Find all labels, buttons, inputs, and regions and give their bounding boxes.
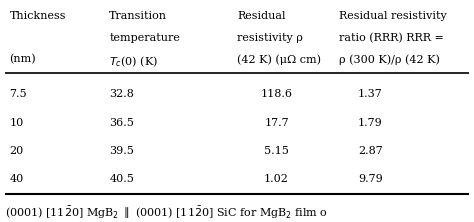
- Text: ratio (RRR) RRR =: ratio (RRR) RRR =: [339, 33, 444, 43]
- Text: 9.79: 9.79: [358, 174, 383, 184]
- Text: temperature: temperature: [109, 33, 180, 43]
- Text: 1.02: 1.02: [264, 174, 289, 184]
- Text: 7.5: 7.5: [9, 89, 27, 99]
- Text: 40.5: 40.5: [109, 174, 134, 184]
- Text: 5.15: 5.15: [264, 146, 289, 156]
- Text: 32.8: 32.8: [109, 89, 134, 99]
- Text: Residual resistivity: Residual resistivity: [339, 11, 447, 21]
- Text: 1.37: 1.37: [358, 89, 383, 99]
- Text: $T_c$(0) (K): $T_c$(0) (K): [109, 54, 158, 69]
- Text: Residual: Residual: [237, 11, 285, 21]
- Text: resistivity ρ: resistivity ρ: [237, 33, 303, 43]
- Text: (0001) [11$\bar{2}$0] MgB$_2$ $\parallel$ (0001) [11$\bar{2}$0] SiC for MgB$_2$ : (0001) [11$\bar{2}$0] MgB$_2$ $\parallel…: [5, 204, 328, 221]
- Text: 39.5: 39.5: [109, 146, 134, 156]
- Text: 10: 10: [9, 117, 24, 127]
- Text: Transition: Transition: [109, 11, 167, 21]
- Text: (nm): (nm): [9, 54, 36, 65]
- Text: 1.79: 1.79: [358, 117, 383, 127]
- Text: 40: 40: [9, 174, 24, 184]
- Text: (42 K) (μΩ cm): (42 K) (μΩ cm): [237, 54, 321, 65]
- Text: 36.5: 36.5: [109, 117, 134, 127]
- Text: 20: 20: [9, 146, 24, 156]
- Text: 118.6: 118.6: [261, 89, 292, 99]
- Text: Thickness: Thickness: [9, 11, 66, 21]
- Text: 2.87: 2.87: [358, 146, 383, 156]
- Text: ρ (300 K)/ρ (42 K): ρ (300 K)/ρ (42 K): [339, 54, 440, 65]
- Text: 17.7: 17.7: [264, 117, 289, 127]
